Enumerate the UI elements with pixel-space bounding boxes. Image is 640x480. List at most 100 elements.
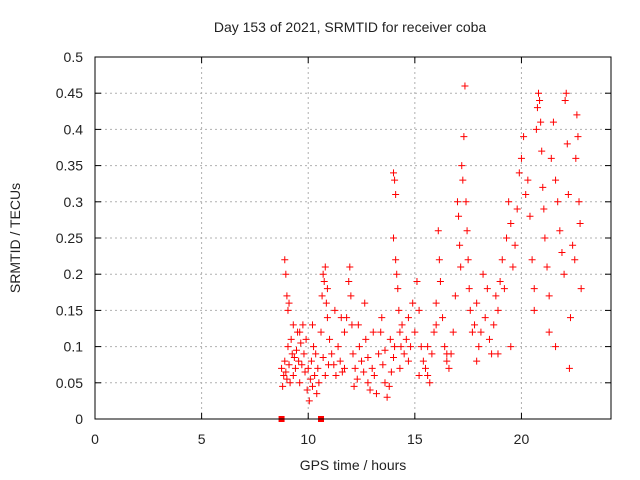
x-tick-label: 0 [91, 431, 99, 447]
data-point [398, 321, 406, 329]
data-point [533, 104, 541, 112]
y-tick-label: 0.15 [56, 302, 83, 318]
data-point [369, 328, 377, 336]
grid-layer [95, 57, 611, 419]
data-point [554, 198, 562, 206]
data-point [377, 328, 385, 336]
data-point [378, 314, 386, 322]
data-point [490, 321, 498, 329]
data-point [515, 169, 523, 177]
data-point [552, 176, 560, 184]
data-point [456, 241, 464, 249]
data-point [393, 270, 401, 278]
data-point [517, 154, 525, 162]
data-point [468, 328, 476, 336]
data-point [391, 176, 399, 184]
data-point [303, 386, 311, 394]
data-point [532, 125, 540, 133]
data-point [370, 372, 378, 380]
data-point [324, 361, 332, 369]
data-point [346, 263, 354, 271]
data-point [340, 328, 348, 336]
data-point [494, 306, 502, 314]
y-tick-label: 0.2 [64, 266, 84, 282]
data-point [459, 176, 467, 184]
data-point [402, 335, 410, 343]
data-point [558, 248, 566, 256]
y-tick-label: 0.4 [64, 121, 84, 137]
data-point [386, 335, 394, 343]
data-point [297, 339, 305, 347]
data-point [381, 379, 389, 387]
data-point [364, 353, 372, 361]
x-axis-ticks: 0 5 10 15 20 [91, 57, 529, 447]
data-point [496, 277, 504, 285]
data-point [296, 328, 304, 336]
data-point [564, 191, 572, 199]
data-point [538, 147, 546, 155]
x-tick-label: 20 [514, 431, 530, 447]
data-point [283, 375, 291, 383]
data-point [299, 321, 307, 329]
data-point [465, 285, 473, 293]
data-point [361, 299, 369, 307]
data-point [326, 335, 334, 343]
y-axis-title: SRMTID / TECUs [7, 183, 23, 293]
data-point [413, 277, 421, 285]
data-point [485, 335, 493, 343]
data-point [331, 306, 339, 314]
data-point [404, 314, 412, 322]
data-point [319, 353, 327, 361]
data-point [445, 364, 453, 372]
data-point [543, 263, 551, 271]
data-point [379, 361, 387, 369]
data-point [283, 292, 291, 300]
data-point [390, 353, 398, 361]
data-point [520, 133, 528, 141]
data-point [353, 375, 361, 383]
data-point [313, 390, 321, 398]
data-point [318, 292, 326, 300]
data-point [569, 241, 577, 249]
data-point [432, 321, 440, 329]
data-point [536, 96, 544, 104]
data-point [387, 368, 395, 376]
data-point [300, 350, 308, 358]
data-point [545, 292, 553, 300]
data-point [348, 321, 356, 329]
data-point [424, 343, 432, 351]
data-point [302, 335, 310, 343]
data-point [298, 361, 306, 369]
data-point [284, 343, 292, 351]
data-point [345, 277, 353, 285]
data-point [284, 306, 292, 314]
data-point [455, 212, 463, 220]
data-point [295, 357, 303, 365]
data-point [375, 350, 383, 358]
data-point [287, 335, 295, 343]
data-point [573, 111, 581, 119]
y-tick-label: 0.45 [56, 85, 83, 101]
data-point [530, 285, 538, 293]
data-point [289, 372, 297, 380]
data-point [537, 118, 545, 126]
data-point [368, 364, 376, 372]
y-tick-label: 0.35 [56, 158, 83, 174]
data-point [426, 379, 434, 387]
data-point [432, 299, 440, 307]
data-point [441, 343, 449, 351]
y-tick-label: 0.25 [56, 230, 83, 246]
data-point [317, 328, 325, 336]
data-point [328, 350, 336, 358]
data-point [460, 133, 468, 141]
data-point [572, 154, 580, 162]
data-point [340, 364, 348, 372]
y-tick-label: 0 [75, 411, 83, 427]
data-point [321, 372, 329, 380]
x-tick-label: 10 [300, 431, 316, 447]
data-point [358, 357, 366, 365]
data-point [315, 379, 323, 387]
data-point [576, 220, 584, 228]
data-point [395, 306, 403, 314]
